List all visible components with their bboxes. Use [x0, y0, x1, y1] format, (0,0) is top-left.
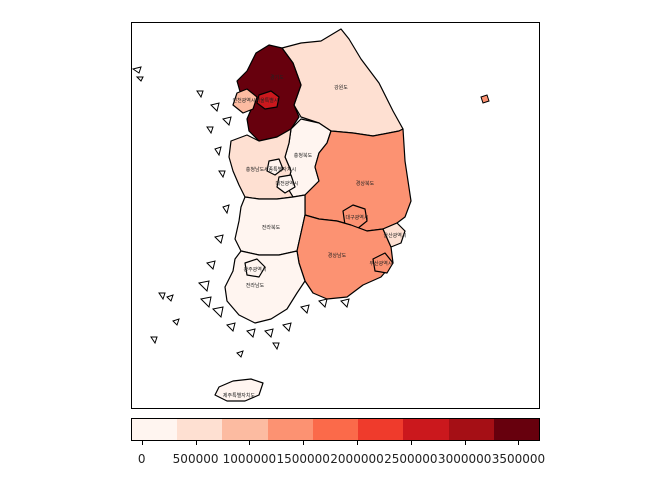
region-label-chungnam: 충청남도: [246, 166, 265, 173]
region-ulsan[interactable]: [382, 222, 406, 248]
legend-tick-mark: [464, 441, 466, 445]
region-label-busan: 부산광역시: [369, 260, 392, 267]
region-label-incheon: 인천광역시: [232, 97, 255, 104]
legend-tick-label: 1000000: [222, 452, 277, 466]
region-label-gwangju: 광주광역시: [243, 266, 266, 273]
region-daejeon[interactable]: [276, 174, 296, 194]
legend-swatch: [358, 419, 404, 440]
legend-swatch: [493, 419, 539, 440]
region-label-jeonbuk: 전라북도: [262, 224, 281, 231]
legend-tick-mark: [518, 441, 520, 445]
region-label-gyeonggi: 경기도: [270, 74, 284, 81]
region-label-gyeongbuk: 경상북도: [356, 180, 375, 187]
region-label-seoul: 서울특별시: [255, 97, 278, 104]
region-jeonnam[interactable]: [224, 250, 306, 324]
legend-swatch: [448, 419, 494, 440]
region-label-gyeongnam: 경상남도: [328, 252, 347, 259]
region-jeju[interactable]: [214, 378, 264, 402]
legend-swatch: [312, 419, 359, 440]
region-label-chungbuk: 충청북도: [294, 152, 313, 159]
legend-swatch: [267, 419, 313, 440]
region-label-jeju: 제주특별자치도: [223, 392, 256, 399]
region-gwangju[interactable]: [244, 258, 266, 278]
legend-swatch: [222, 419, 268, 440]
region-sejong[interactable]: [266, 158, 284, 176]
legend-tick-mark: [410, 441, 412, 445]
region-label-gangwon: 강원도: [334, 84, 348, 91]
legend-tick-mark: [357, 441, 359, 445]
islets: [132, 66, 490, 358]
legend-tick-label: 2500000: [384, 452, 438, 466]
legend-tick-label: 0: [137, 452, 146, 466]
region-label-daejeon: 대전광역시: [275, 180, 298, 187]
legend-tick-label: 2000000: [330, 452, 384, 466]
region-label-jeonnam: 전라남도: [246, 282, 265, 289]
region-seoul[interactable]: [256, 90, 280, 110]
legend-tick-label: 500000: [172, 452, 219, 466]
colorbar-legend: [131, 418, 540, 441]
region-label-ulsan: 울산광역시: [383, 232, 406, 239]
legend-tick-mark: [141, 441, 143, 445]
region-label-sejong: 세종특별자치시: [264, 166, 296, 173]
legend-tick-mark: [195, 441, 197, 445]
legend-tick-mark: [249, 441, 251, 445]
legend-tick-label: 3500000: [491, 452, 546, 466]
legend-tick-mark: [303, 441, 305, 445]
legend-swatch: [177, 419, 223, 440]
region-busan[interactable]: [372, 252, 394, 274]
region-incheon[interactable]: [232, 88, 258, 114]
legend-tick-label: 3000000: [437, 452, 492, 466]
legend-tick-label: 1500000: [276, 452, 330, 466]
legend-swatch: [403, 419, 449, 440]
region-label-daegu: 대구광역시: [345, 214, 368, 221]
legend-swatch: [132, 419, 178, 440]
